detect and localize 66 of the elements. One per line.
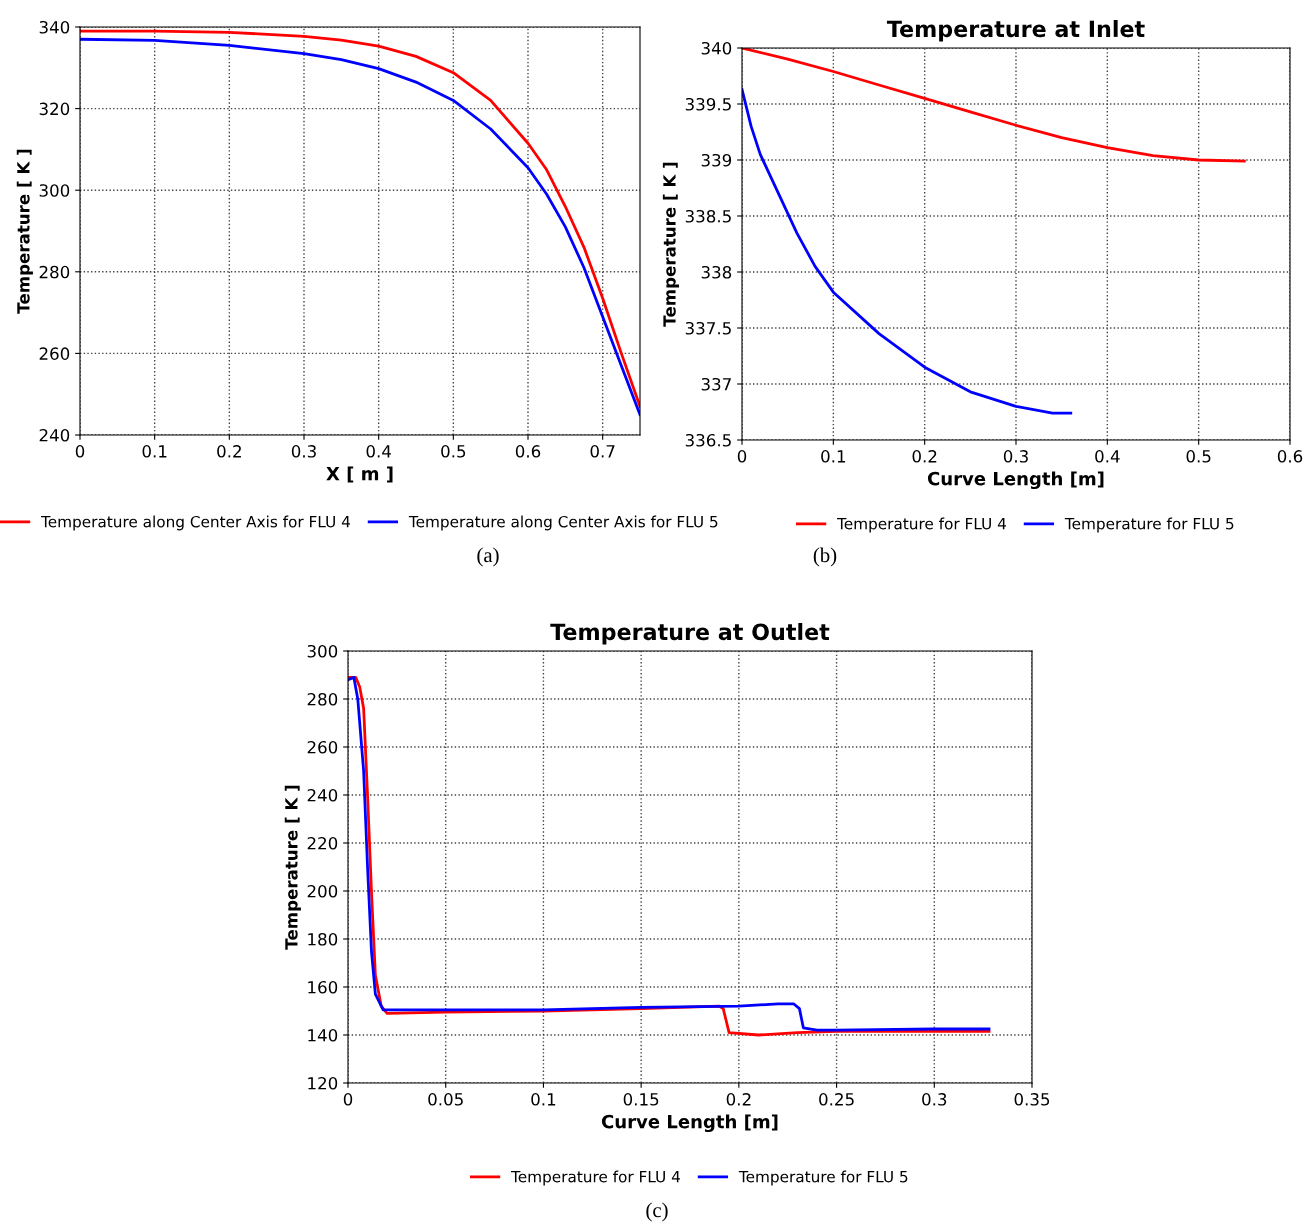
x-tick-label: 0.2 [912,450,937,463]
y-tick-label: 260 [307,740,338,754]
x-tick-label: 0 [737,450,747,463]
y-tick-label: 280 [39,265,70,279]
text: (b) [813,547,837,567]
line-series [742,88,1073,415]
legend-label: Temperature for FLU 5 [738,1170,908,1186]
y-axis-title: Temperature [ K ] [284,785,301,950]
x-tick-label: 0 [343,1093,353,1106]
x-tick-label: 0.1 [142,445,167,458]
x-tick-label: 0.3 [922,1093,947,1106]
y-tick-label: 300 [39,184,70,197]
legend-label: Temperature for FLU 5 [1064,517,1234,533]
legend-label: Temperature along Center Axis for FLU 4 [40,515,350,531]
x-tick-label: 0.25 [819,1093,854,1106]
y-tick-label: 220 [307,836,338,850]
y-tick-label: 320 [39,102,70,116]
y-tick-label: 200 [307,884,338,898]
y-tick-label: 260 [39,347,70,360]
y-tick-label: 339.5 [685,97,731,111]
x-tick-label: 0.15 [623,1093,659,1106]
x-tick-label: 0.5 [1186,450,1211,463]
text: (c) [646,1202,668,1222]
legend-label: Temperature for FLU 4 [837,517,1006,533]
y-tick-label: 240 [307,788,338,802]
x-tick-label: 0.3 [1003,450,1028,463]
y-tick-label: 336.5 [685,433,731,447]
y-tick-label: 339 [701,153,732,167]
x-tick-label: 0.2 [726,1093,751,1106]
legend-label: Temperature for FLU 4 [511,1170,680,1186]
y-tick-label: 300 [307,644,338,658]
x-tick-label: 0.35 [1014,1093,1050,1106]
x-tick-label: 0.05 [428,1093,463,1106]
x-tick-label: 0.6 [515,445,541,458]
y-tick-label: 160 [308,980,338,994]
y-tick-label: 120 [308,1076,338,1090]
x-tick-label: 0.3 [291,445,316,458]
x-tick-label: 0.4 [1095,450,1120,463]
x-tick-label: 0.1 [821,450,846,463]
x-axis-title: Curve Length [m] [601,1114,778,1133]
x-tick-label: 0.5 [441,445,466,458]
x-tick-label: 0.2 [217,445,241,458]
x-tick-label: 0.1 [531,1093,556,1106]
chart-title: Temperature at Inlet [886,20,1145,42]
x-tick-label: 0.6 [1277,450,1303,463]
y-tick-label: 337.5 [685,321,731,335]
line-series [742,48,1246,163]
y-tick-label: 338.5 [685,209,731,223]
y-tick-label: 338 [701,265,732,279]
x-tick-label: 0.4 [366,445,391,458]
y-tick-label: 340 [39,20,70,34]
y-tick-label: 180 [308,932,338,946]
x-axis-title: Curve Length [m] [927,471,1104,490]
y-tick-label: 340 [701,41,732,55]
text: (a) [477,547,499,567]
x-tick-label: 0 [75,445,85,458]
y-tick-label: 140 [308,1028,338,1042]
y-tick-label: 337 [701,377,731,391]
x-tick-label: 0.7 [590,445,615,458]
y-tick-label: 280 [307,692,338,706]
chart-title: Temperature at Outlet [550,623,830,645]
y-axis-title: Temperature [ K ] [16,149,33,314]
legend-label: Temperature along Center Axis for FLU 5 [408,515,718,531]
x-axis-title: X [ m ] [326,466,393,483]
y-axis-title: Temperature [ K ] [662,162,680,327]
y-tick-label: 240 [39,428,70,442]
